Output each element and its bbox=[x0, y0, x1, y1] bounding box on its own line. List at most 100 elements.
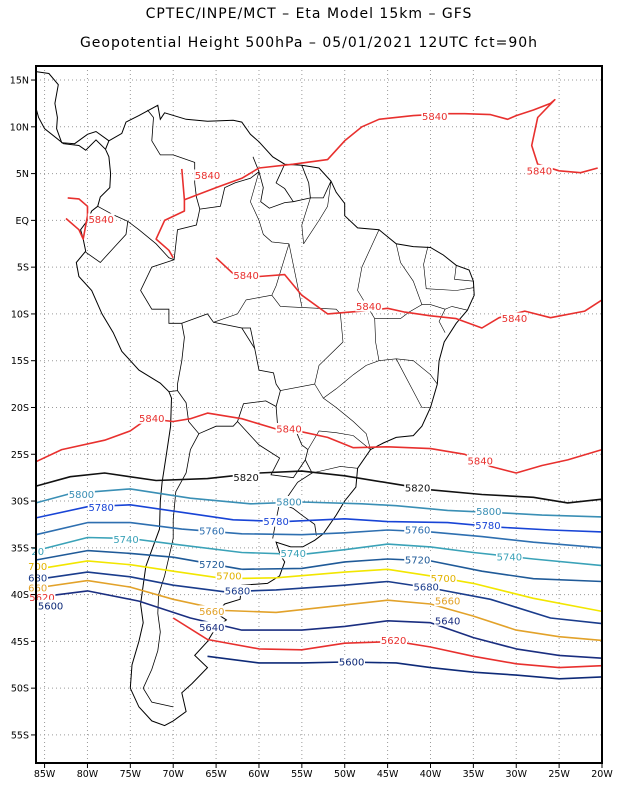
contour-label-680: 680 bbox=[28, 573, 47, 584]
contour-label-20: 20 bbox=[31, 547, 44, 558]
contour-label-700: 700 bbox=[28, 562, 47, 573]
contour-label-5840: 5840 bbox=[422, 112, 447, 123]
country-border bbox=[142, 433, 200, 708]
contour-line-5640 bbox=[35, 590, 603, 659]
chart-title-line2: Geopotential Height 500hPa – 05/01/2021 … bbox=[79, 35, 539, 51]
contour-label-5600: 5600 bbox=[339, 657, 364, 668]
contour-label-5780: 5780 bbox=[88, 503, 113, 514]
contour-label-bg bbox=[198, 621, 226, 633]
contour-label-5640: 5640 bbox=[199, 623, 224, 634]
contour-label-5820: 5820 bbox=[233, 473, 258, 484]
contour-line-5660 bbox=[35, 579, 603, 642]
contour-label-bg bbox=[27, 560, 49, 572]
contour-label-5840: 5840 bbox=[88, 215, 113, 226]
contour-line-5820 bbox=[35, 470, 603, 504]
contour-label-bg bbox=[474, 519, 502, 531]
contour-label-5600: 5600 bbox=[38, 601, 63, 612]
tick-label-lat: 25S bbox=[11, 450, 29, 461]
contour-label-bg bbox=[404, 481, 432, 493]
country-border bbox=[177, 390, 277, 435]
contour-line-5720 bbox=[35, 549, 603, 583]
contour-label-5620: 5620 bbox=[381, 636, 406, 647]
contour-label-5840: 5840 bbox=[502, 314, 527, 325]
tick-label-lon: 30W bbox=[506, 769, 528, 780]
state-border bbox=[307, 430, 371, 450]
contour-label-5840: 5840 bbox=[527, 166, 552, 177]
contour-label-5700: 5700 bbox=[431, 574, 456, 585]
central-america-coastline bbox=[35, 71, 110, 145]
contour-label-bg bbox=[232, 269, 260, 281]
contour-label-bg bbox=[28, 591, 56, 603]
tick-label-lon: 65W bbox=[205, 769, 227, 780]
tick-label-lon: 75W bbox=[120, 769, 142, 780]
tick-label-lon: 55W bbox=[291, 769, 313, 780]
contour-label-5700: 5700 bbox=[216, 571, 241, 582]
contour-line-5760 bbox=[35, 521, 603, 549]
tick-label-lat: 45S bbox=[11, 637, 29, 648]
contour-line-5600 bbox=[207, 655, 603, 680]
lat-lon-grid bbox=[36, 66, 603, 763]
contour-label-bg bbox=[37, 599, 64, 611]
contour-label-5660: 5660 bbox=[435, 597, 460, 608]
state-border bbox=[303, 181, 332, 244]
contour-label-5760: 5760 bbox=[405, 526, 430, 537]
tick-label-lat: 5N bbox=[16, 169, 29, 180]
tick-label-lat: 15S bbox=[11, 356, 29, 367]
contour-label-bg bbox=[198, 605, 226, 617]
tick-label-lon: 50W bbox=[334, 769, 356, 780]
contour-label-5720: 5720 bbox=[199, 560, 224, 571]
tick-label-lon: 40W bbox=[420, 769, 442, 780]
contour-label-5840: 5840 bbox=[195, 171, 220, 182]
contour-label-bg bbox=[525, 164, 553, 176]
contour-label-bg bbox=[412, 581, 440, 593]
tick-label-lat: 15N bbox=[10, 76, 29, 87]
country-border bbox=[147, 109, 201, 210]
contour-label-bg bbox=[501, 312, 528, 324]
state-border bbox=[301, 197, 311, 244]
chart-title-line1: CPTEC/INPE/MCT – Eta Model 15km – GFS bbox=[145, 6, 473, 22]
contour-label-bg bbox=[380, 634, 408, 646]
state-border bbox=[395, 358, 431, 408]
state-border bbox=[421, 304, 446, 310]
contour-label-5840: 5840 bbox=[139, 414, 164, 425]
contour-line-5800 bbox=[35, 488, 603, 518]
contour-label-bg bbox=[215, 569, 243, 581]
tick-label-lon: 70W bbox=[162, 769, 184, 780]
contour-label-bg bbox=[224, 584, 251, 596]
tick-label-lat: EQ bbox=[16, 216, 29, 227]
country-border bbox=[168, 323, 185, 392]
contour-label-bg bbox=[198, 524, 226, 536]
state-border bbox=[423, 246, 474, 291]
contour-label-bg bbox=[355, 300, 383, 312]
contour-label-5820: 5820 bbox=[405, 483, 430, 494]
tick-label-lat: 30S bbox=[11, 497, 29, 508]
contour-label-5800: 5800 bbox=[276, 497, 301, 508]
contour-label-bg bbox=[434, 595, 462, 607]
tick-label-lon: 45W bbox=[377, 769, 399, 780]
contour-label-5680: 5680 bbox=[225, 586, 250, 597]
country-border bbox=[275, 164, 294, 202]
country-border bbox=[140, 259, 182, 324]
contour-label-bg bbox=[466, 454, 494, 466]
contour-label-5800: 5800 bbox=[476, 507, 501, 518]
tick-label-lat: 50S bbox=[11, 684, 29, 695]
country-border bbox=[97, 205, 201, 261]
contour-label-5800: 5800 bbox=[69, 490, 94, 501]
contour-line-5840 bbox=[35, 412, 603, 474]
central-america-pacific-coastline bbox=[35, 107, 106, 151]
country-border bbox=[258, 171, 332, 209]
contour-label-bg bbox=[404, 553, 432, 565]
contour-label-bg bbox=[475, 505, 503, 517]
contour-label-5840: 5840 bbox=[356, 302, 381, 313]
tick-label-lat: 10S bbox=[11, 309, 29, 320]
contour-line-5680 bbox=[35, 571, 603, 625]
state-border bbox=[378, 358, 438, 385]
tick-label-lon: 60W bbox=[248, 769, 270, 780]
contour-label-bg bbox=[198, 558, 226, 570]
contour-label-5740: 5740 bbox=[281, 549, 306, 560]
state-border bbox=[280, 383, 315, 391]
contour-label-bg bbox=[112, 533, 140, 545]
contour-labels: 5840 5840 5840 5840 5840 5840 5840 5840 5840 5840… bbox=[27, 110, 553, 668]
tick-label-lat: 55S bbox=[11, 730, 29, 741]
contour-label-5660: 5660 bbox=[199, 607, 224, 618]
